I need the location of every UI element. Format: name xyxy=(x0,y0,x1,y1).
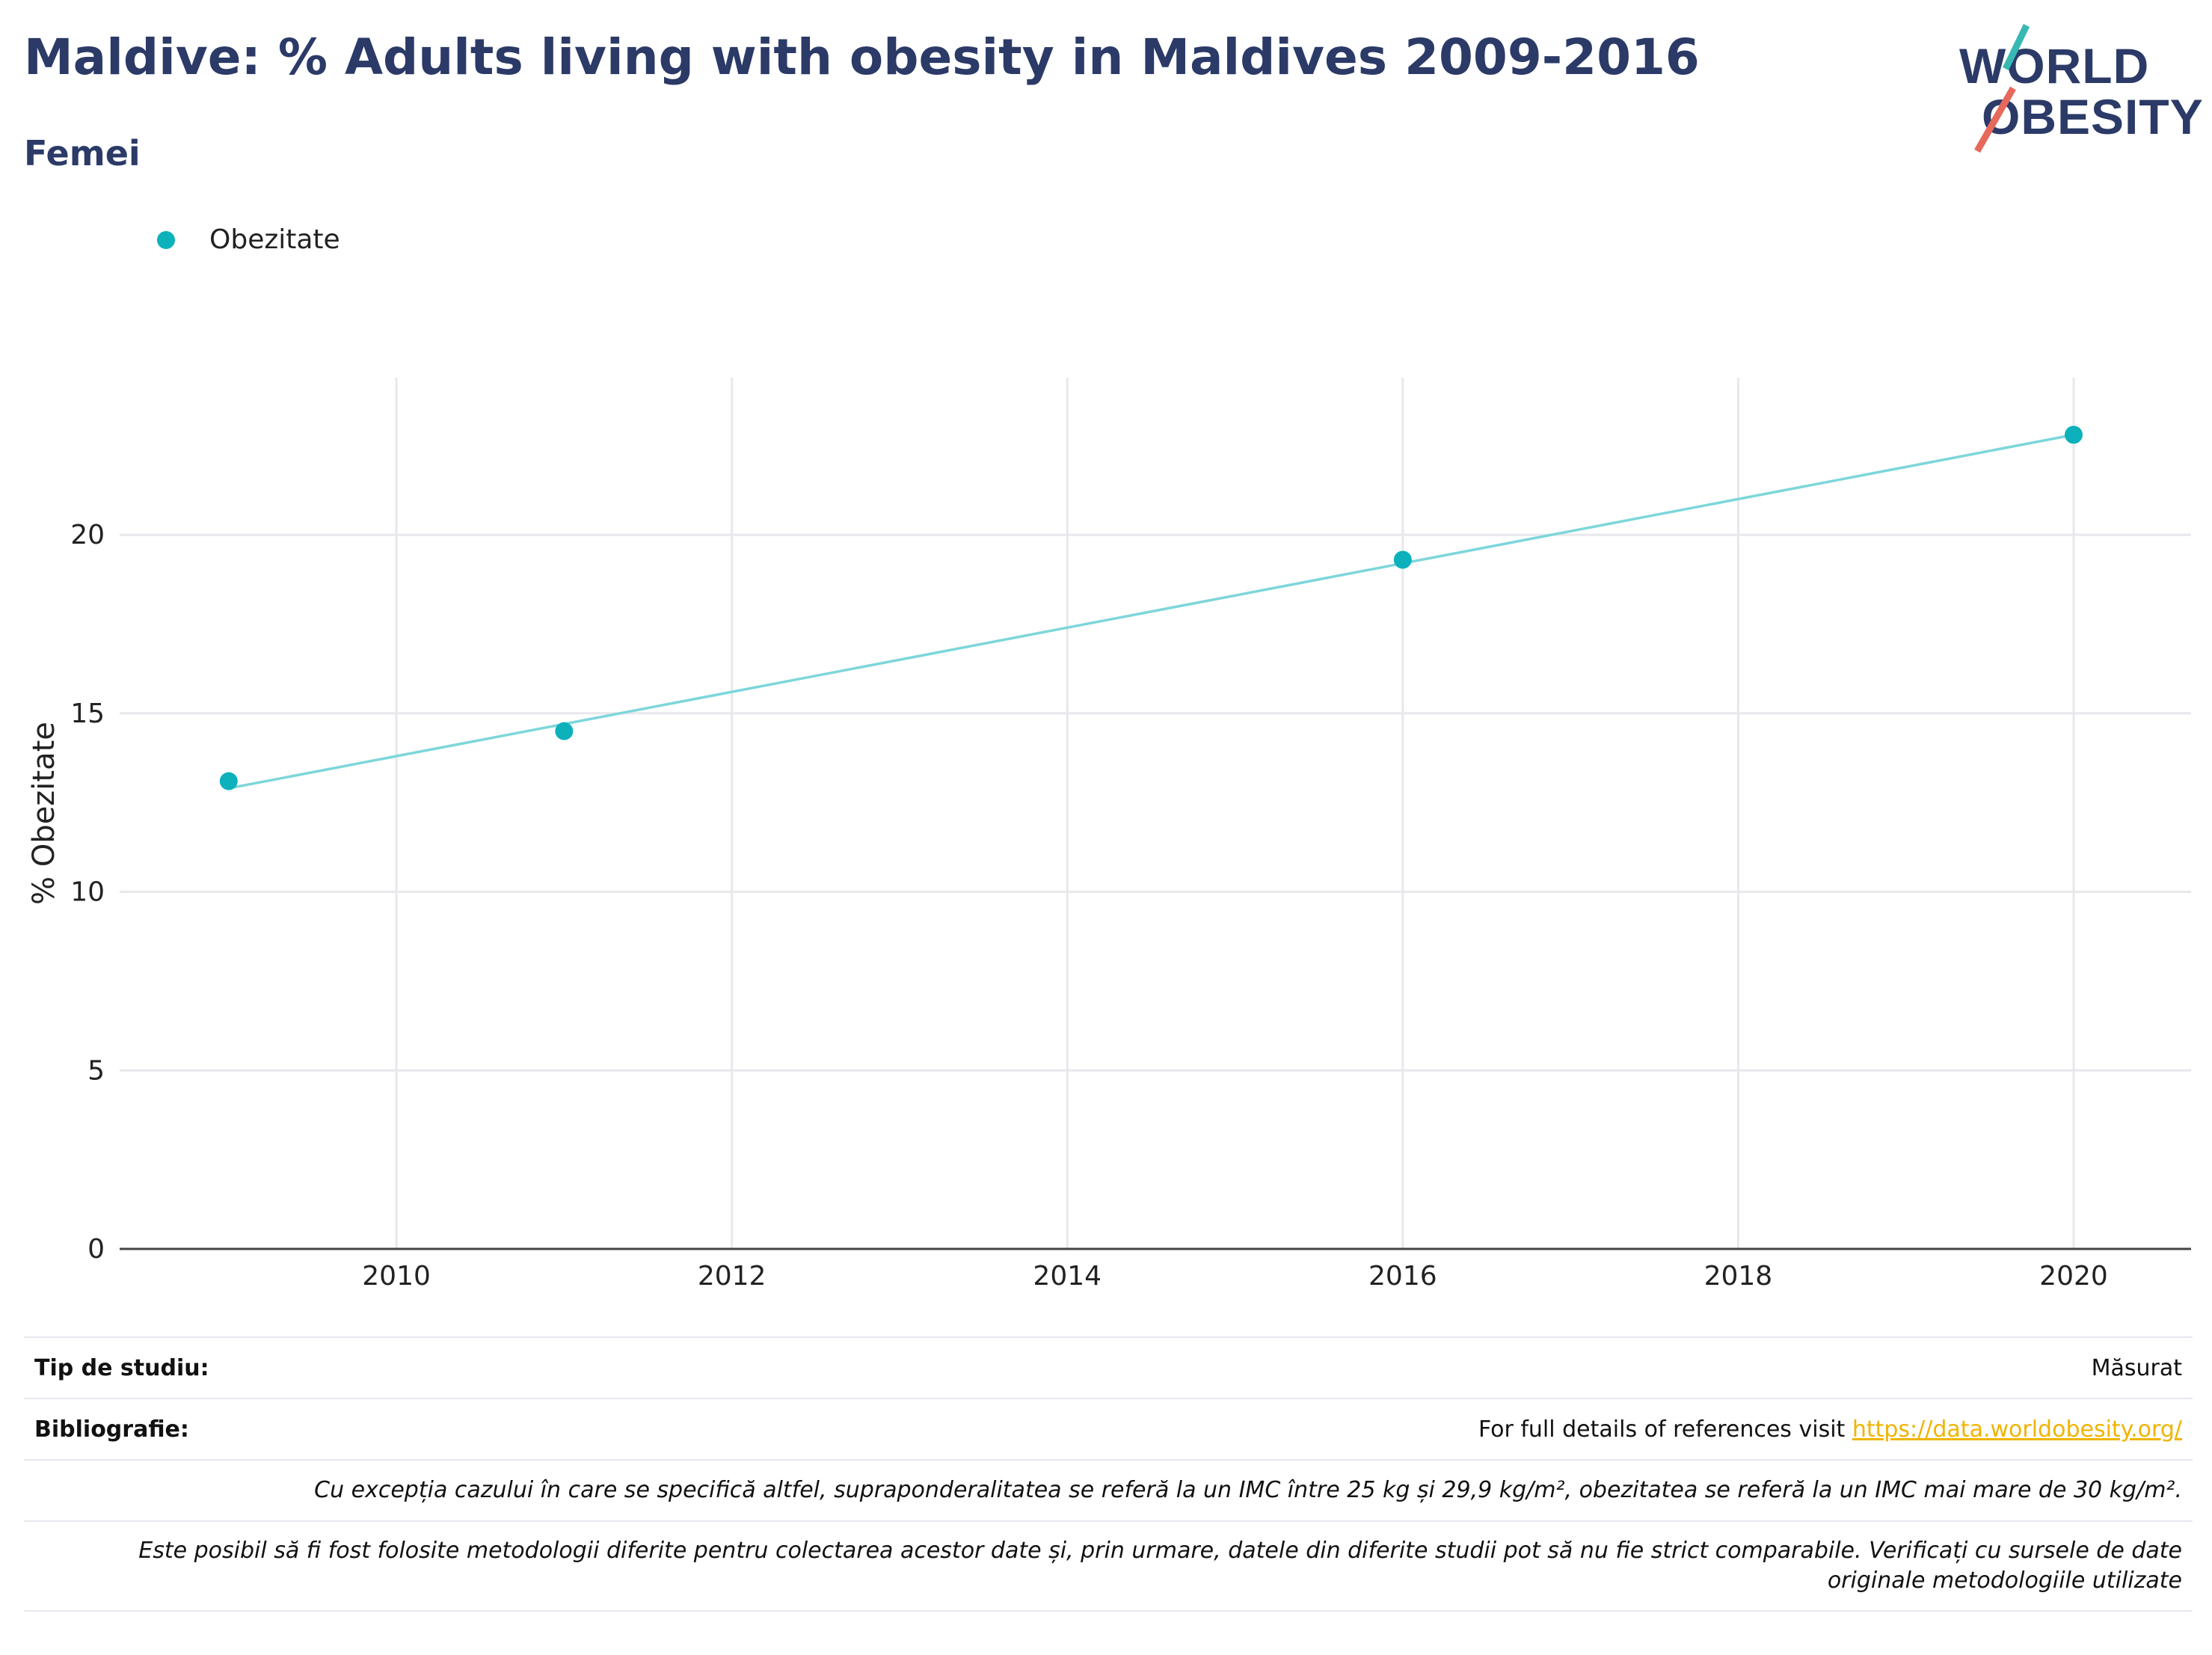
world-obesity-logo: WORLD OBESITY xyxy=(1944,15,2203,157)
logo-slash-icon xyxy=(1974,24,2030,153)
data-point xyxy=(1393,550,1412,569)
legend: Obezitate xyxy=(157,224,340,255)
y-axis-title: % Obezitate xyxy=(27,722,61,905)
data-point xyxy=(2064,426,2083,444)
x-tick-label: 2016 xyxy=(1368,1261,1437,1292)
methodology-note-line1: Este posibil să fi fost folosite metodol… xyxy=(138,1538,2182,1564)
x-tick-label: 2010 xyxy=(362,1261,431,1292)
logo-line-world: WORLD xyxy=(1959,38,2150,93)
definition-note: Cu excepția cazului în care se specifică… xyxy=(314,1477,2182,1503)
y-tick-label: 10 xyxy=(70,877,105,908)
footer-row-note2: Este posibil să fi fost folosite metodol… xyxy=(24,1520,2193,1612)
marks xyxy=(219,426,2083,790)
bibliography-text: For full details of references visit xyxy=(1478,1416,1852,1443)
bibliography-value: For full details of references visit htt… xyxy=(1478,1416,2182,1443)
grid xyxy=(120,378,2191,1249)
footer-row-note1: Cu excepția cazului în care se specifică… xyxy=(24,1459,2193,1520)
axes: 2010 2012 2014 2016 2018 2020 0 5 10 15 20 % Obezit… xyxy=(27,520,2191,1292)
trend-line xyxy=(228,433,2074,790)
footer-row-bibliography: Bibliografie: For full details of refere… xyxy=(24,1398,2193,1459)
y-tick-label: 5 xyxy=(87,1055,105,1086)
footer-row-study-type: Tip de studiu: Măsurat xyxy=(24,1336,2193,1398)
methodology-note: Este posibil să fi fost folosite metodol… xyxy=(34,1536,2182,1596)
y-tick-label: 0 xyxy=(87,1234,105,1265)
study-type-label: Tip de studiu: xyxy=(34,1354,209,1381)
x-tick-label: 2014 xyxy=(1033,1261,1102,1292)
x-tick-label: 2020 xyxy=(2039,1261,2108,1292)
x-tick-label: 2012 xyxy=(698,1261,766,1292)
x-tick-label: 2018 xyxy=(1704,1261,1773,1292)
legend-marker xyxy=(157,230,175,249)
bibliography-label: Bibliografie: xyxy=(34,1416,189,1443)
chart-subtitle: Femei xyxy=(24,133,141,174)
logo-line-obesity: OBESITY xyxy=(1982,89,2204,144)
study-type-value: Măsurat xyxy=(2091,1354,2182,1381)
y-tick-label: 20 xyxy=(70,520,105,550)
footer-table: Tip de studiu: Măsurat Bibliografie: For… xyxy=(24,1336,2193,1612)
bibliography-link[interactable]: https://data.worldobesity.org/ xyxy=(1852,1416,2182,1443)
data-point xyxy=(219,772,238,790)
line-chart: 2010 2012 2014 2016 2018 2020 0 5 10 15 20 % Obezit… xyxy=(27,378,2191,1292)
legend-label: Obezitate xyxy=(209,224,340,255)
chart-title: Maldive: % Adults living with obesity in… xyxy=(24,28,1700,86)
methodology-note-line2: originale metodologiile utilizate xyxy=(1827,1568,2182,1594)
y-tick-label: 15 xyxy=(70,698,105,729)
data-point xyxy=(555,722,574,740)
